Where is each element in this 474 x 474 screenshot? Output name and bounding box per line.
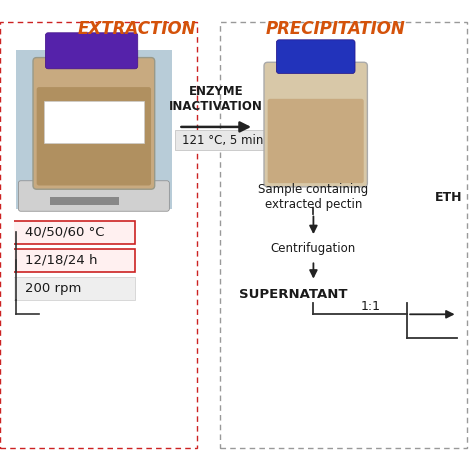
FancyBboxPatch shape — [264, 62, 367, 187]
Text: 200 rpm: 200 rpm — [25, 282, 82, 295]
Text: 12/18/24 h: 12/18/24 h — [25, 254, 98, 267]
Text: ENZYME
INACTIVATION: ENZYME INACTIVATION — [169, 85, 263, 113]
FancyBboxPatch shape — [36, 87, 151, 185]
FancyBboxPatch shape — [175, 130, 271, 150]
FancyBboxPatch shape — [18, 181, 169, 211]
Text: Sample containing
extracted pectin: Sample containing extracted pectin — [258, 183, 369, 211]
FancyBboxPatch shape — [268, 99, 364, 183]
FancyBboxPatch shape — [5, 277, 135, 300]
Text: SUPERNATANT: SUPERNATANT — [238, 288, 347, 301]
Text: EXTRACTION: EXTRACTION — [78, 19, 196, 37]
Text: 1:1: 1:1 — [361, 300, 381, 313]
FancyBboxPatch shape — [5, 220, 135, 244]
FancyBboxPatch shape — [16, 50, 172, 209]
Text: 121 °C, 5 min: 121 °C, 5 min — [182, 134, 264, 146]
FancyBboxPatch shape — [276, 40, 355, 73]
FancyBboxPatch shape — [46, 33, 138, 69]
FancyBboxPatch shape — [5, 249, 135, 272]
FancyBboxPatch shape — [44, 101, 144, 143]
Text: ETH: ETH — [435, 191, 462, 204]
FancyBboxPatch shape — [50, 197, 119, 205]
Text: PRECIPITATION: PRECIPITATION — [265, 19, 405, 37]
FancyBboxPatch shape — [33, 57, 155, 189]
Text: 40/50/60 °C: 40/50/60 °C — [25, 226, 105, 239]
Text: Centrifugation: Centrifugation — [271, 242, 356, 255]
